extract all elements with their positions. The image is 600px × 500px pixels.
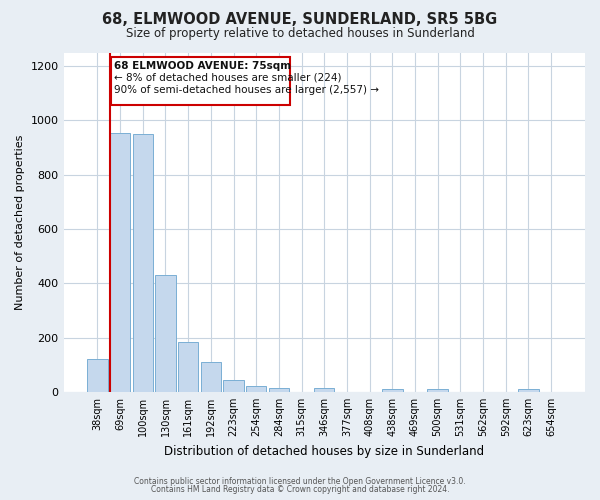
Bar [518,389,539,392]
Bar [200,362,221,392]
Bar [223,380,244,392]
Bar [269,388,289,392]
Bar [314,388,334,392]
Text: ← 8% of detached houses are smaller (224): ← 8% of detached houses are smaller (224… [115,73,342,83]
Bar [110,132,130,392]
X-axis label: Distribution of detached houses by size in Sunderland: Distribution of detached houses by size … [164,444,484,458]
Bar [111,56,290,106]
Text: 90% of semi-detached houses are larger (2,557) →: 90% of semi-detached houses are larger (… [115,85,379,95]
Bar [246,386,266,392]
Text: 68, ELMWOOD AVENUE, SUNDERLAND, SR5 5BG: 68, ELMWOOD AVENUE, SUNDERLAND, SR5 5BG [103,12,497,28]
Bar [427,389,448,392]
Text: Contains public sector information licensed under the Open Government Licence v3: Contains public sector information licen… [134,477,466,486]
Bar [133,134,153,392]
Text: 68 ELMWOOD AVENUE: 75sqm: 68 ELMWOOD AVENUE: 75sqm [115,60,292,70]
Bar [155,275,176,392]
Bar [382,389,403,392]
Text: Size of property relative to detached houses in Sunderland: Size of property relative to detached ho… [125,28,475,40]
Text: Contains HM Land Registry data © Crown copyright and database right 2024.: Contains HM Land Registry data © Crown c… [151,485,449,494]
Bar [178,342,199,392]
Y-axis label: Number of detached properties: Number of detached properties [15,134,25,310]
Bar [87,360,107,392]
